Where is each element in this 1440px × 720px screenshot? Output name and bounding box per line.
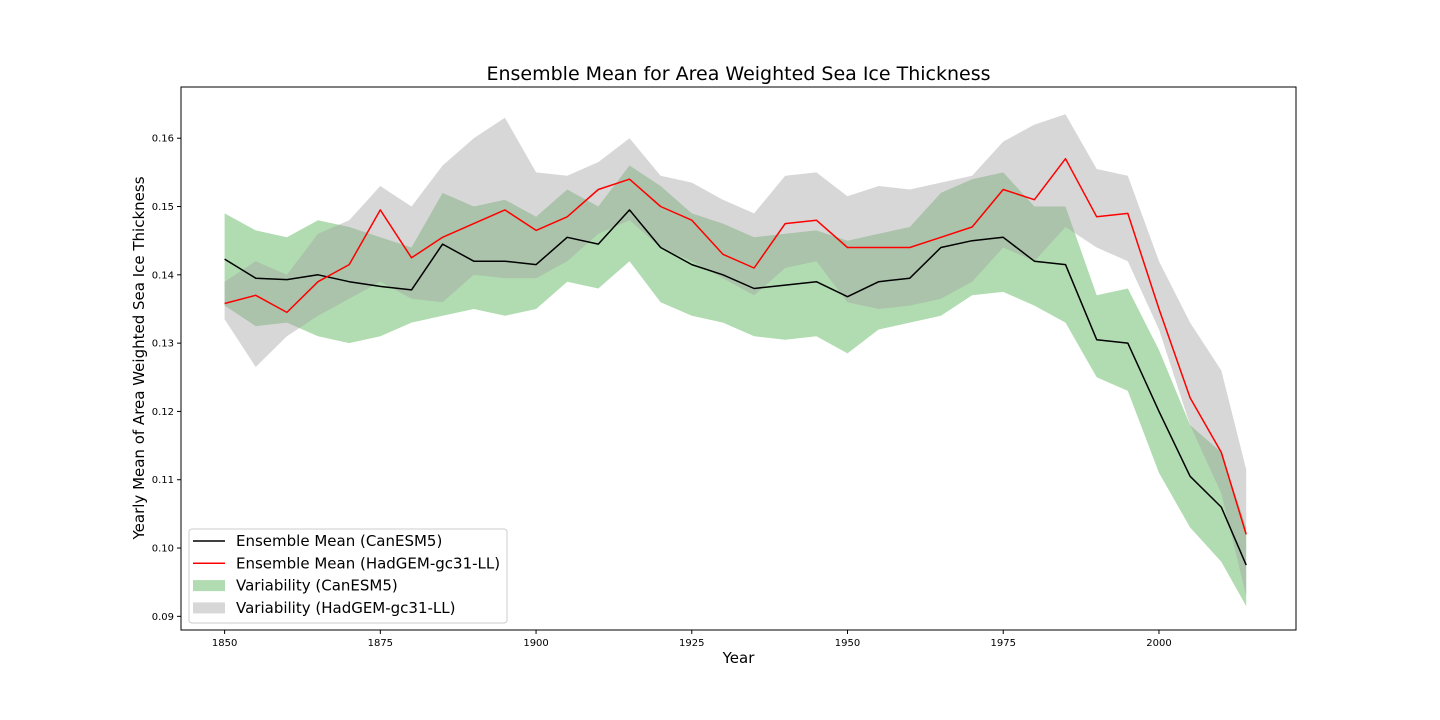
x-axis-label: Year bbox=[722, 649, 756, 667]
y-axis-label: Yearly Mean of Area Weighted Sea Ice Thi… bbox=[130, 176, 148, 540]
legend-box bbox=[188, 528, 508, 624]
line-ensemble-mean-hadgem-gc31-ll bbox=[224, 157, 1247, 535]
y-tick-label-6: 0.15 bbox=[152, 202, 174, 213]
x-tick-label-1950: 1950 bbox=[835, 638, 860, 649]
legend-label-variability-hadgem-gc31-ll: Variability (HadGEM-gc31-LL) bbox=[236, 599, 456, 617]
x-axis: 1850 1875 1900 1925 1950 1975 2000 bbox=[212, 630, 1172, 649]
x-tick-label-1925: 1925 bbox=[679, 638, 704, 649]
legend-label-ensemble-mean-canesm5: Ensemble Mean (CanESM5) bbox=[236, 532, 442, 550]
y-tick-label-3: 0.12 bbox=[152, 407, 174, 418]
bands-layer bbox=[224, 114, 1247, 607]
x-tick-label-1875: 1875 bbox=[368, 638, 393, 649]
y-tick-label-1: 0.10 bbox=[152, 544, 174, 555]
band-variability-canesm5 bbox=[224, 165, 1247, 607]
legend: Ensemble Mean (CanESM5) Ensemble Mean (Ha… bbox=[188, 528, 508, 624]
y-tick-label-4: 0.13 bbox=[152, 339, 174, 350]
y-tick-label-0: 0.09 bbox=[152, 612, 174, 623]
legend-label-ensemble-mean-hadgem-gc31-ll: Ensemble Mean (HadGEM-gc31-LL) bbox=[236, 554, 500, 572]
y-tick-label-2: 0.11 bbox=[152, 475, 174, 486]
x-tick-label-1850: 1850 bbox=[212, 638, 237, 649]
x-tick-label-1900: 1900 bbox=[523, 638, 548, 649]
y-axis: 0.09 0.10 0.11 0.12 0.13 0.14 0.15 0.16 bbox=[152, 134, 181, 623]
plot-frame bbox=[180, 86, 1297, 631]
band-variability-hadgem-gc31-ll bbox=[224, 114, 1247, 596]
y-tick-label-7: 0.16 bbox=[152, 134, 174, 145]
x-tick-label-1975: 1975 bbox=[991, 638, 1016, 649]
legend-label-variability-canesm5: Variability (CanESM5) bbox=[236, 577, 398, 595]
line-ensemble-mean-canesm5 bbox=[224, 209, 1247, 566]
y-tick-label-5: 0.14 bbox=[152, 270, 174, 281]
legend-swatch-variability-hadgem-gc31-ll bbox=[193, 602, 225, 614]
chart-title: Ensemble Mean for Area Weighted Sea Ice … bbox=[486, 63, 990, 85]
x-tick-label-2000: 2000 bbox=[1146, 638, 1171, 649]
lines-layer bbox=[224, 157, 1247, 566]
legend-swatch-variability-canesm5 bbox=[193, 580, 225, 592]
